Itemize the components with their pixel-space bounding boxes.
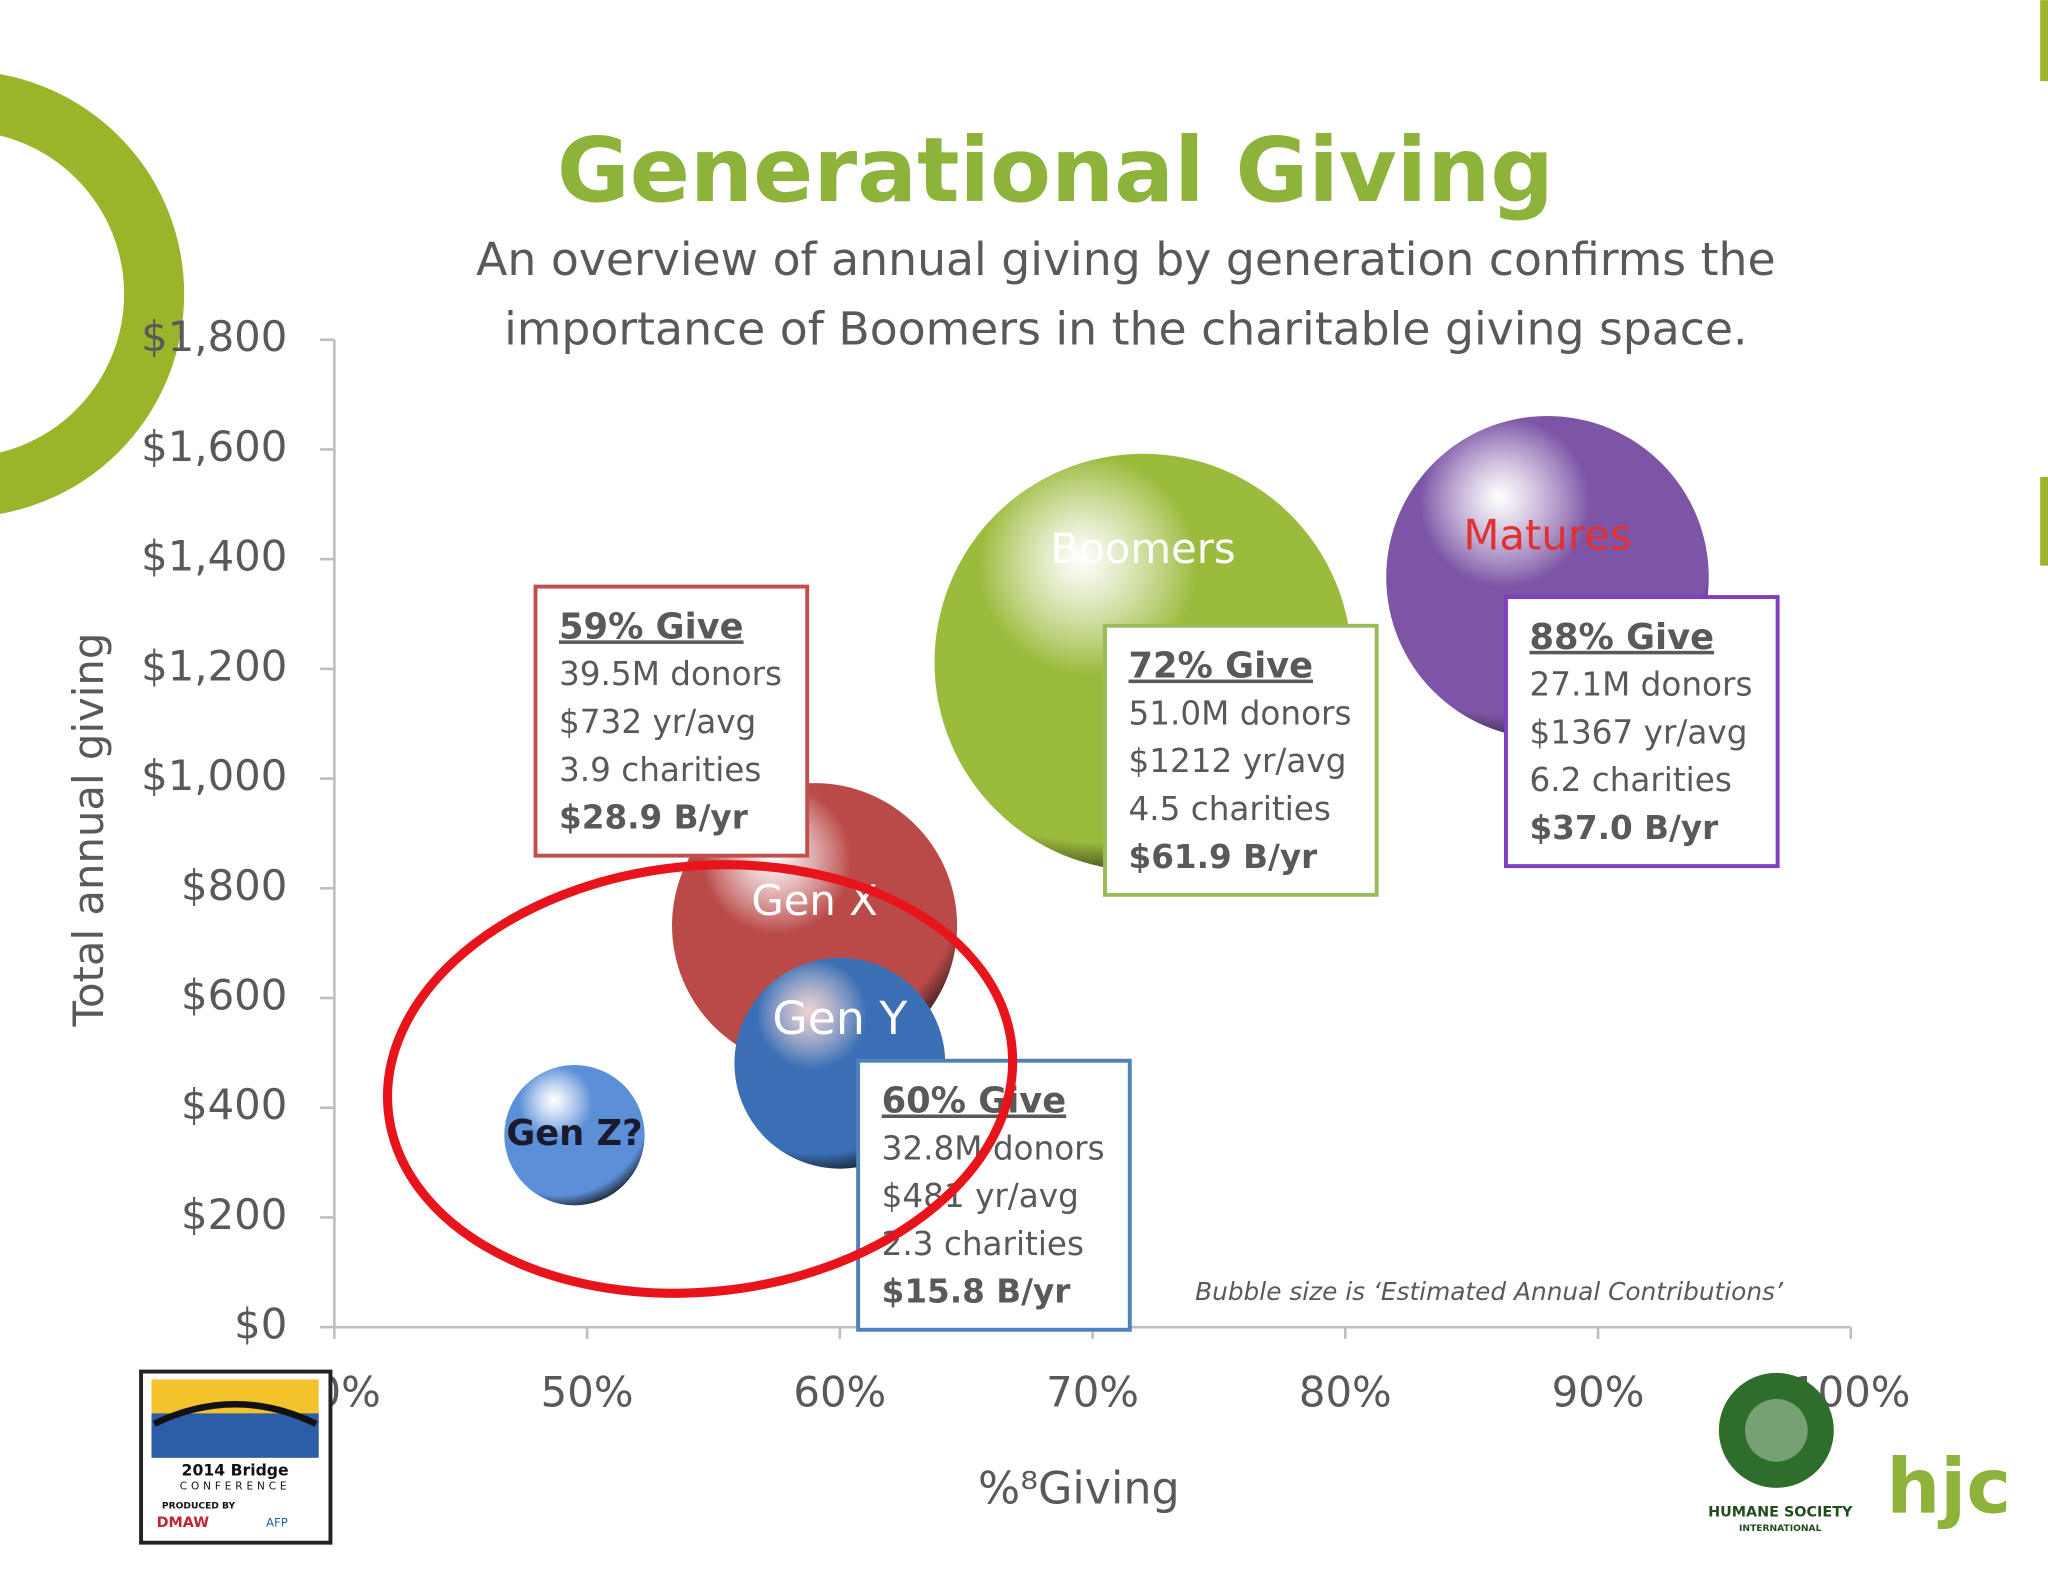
x-tick-label: 70% (1046, 1368, 1139, 1417)
y-tick-label: $200 (181, 1190, 287, 1239)
decor-bar (2040, 0, 2048, 82)
bubble-label: Matures (1463, 511, 1631, 560)
logo-bridge (152, 1400, 318, 1427)
logo-water (151, 1413, 319, 1458)
y-tick-label: $1,600 (141, 422, 287, 471)
bubble-label: Gen Y (772, 992, 907, 1045)
y-axis-label: Total annual giving (64, 633, 113, 1028)
callout-line: 39.5M donors (559, 655, 782, 693)
logo-text: PRODUCED BY (162, 1502, 236, 1512)
logo-text: HUMANE SOCIETY (1708, 1505, 1853, 1521)
bridge-logo: 2014 Bridge CONFERENCE PRODUCED BY DMAW … (139, 1369, 333, 1545)
x-tick-label: 50% (541, 1368, 634, 1417)
callout-line: 4.5 charities (1128, 790, 1330, 828)
y-tick-label: $1,200 (141, 641, 287, 690)
x-axis-label: %⁸Giving (978, 1464, 1180, 1515)
callout-line: $61.9 B/yr (1128, 838, 1317, 876)
logo-text: INTERNATIONAL (1739, 1524, 1822, 1534)
callout-line: 51.0M donors (1128, 694, 1351, 732)
x-tick-label: 60% (793, 1368, 886, 1417)
callout-line: $1212 yr/avg (1128, 742, 1346, 780)
hjc-logo: hjc (1886, 1443, 2011, 1531)
size-note: Bubble size is ‘Estimated Annual Contrib… (1195, 1277, 1784, 1306)
highlight-ellipse (382, 860, 1018, 1298)
plot: $0 $200 $400 $600 $800 $1,000 $1,200 $1,400 $1,6… (141, 312, 1910, 1416)
subtitle: An overview of annual giving by generati… (476, 233, 1775, 286)
callout-box (533, 584, 810, 858)
decor-arc (0, 74, 185, 514)
logo-text: DMAW (157, 1515, 210, 1531)
callout-line: $37.0 B/yr (1529, 809, 1718, 847)
callout-line: 2.3 charities (882, 1225, 1084, 1263)
callout-line: $1367 yr/avg (1529, 713, 1747, 751)
y-tick-label: $1,800 (141, 312, 287, 361)
hsi-logo: HUMANE SOCIETY INTERNATIONAL (1708, 1372, 1853, 1534)
logo-text: AFP (266, 1516, 288, 1530)
callout-line: $481 yr/avg (882, 1177, 1079, 1215)
logo-globe-detail (1744, 1399, 1808, 1462)
subtitle: importance of Boomers in the charitable … (504, 302, 1747, 355)
bubble (504, 1065, 645, 1206)
y-tick-label: $400 (181, 1080, 287, 1129)
decor-bar (2040, 476, 2048, 566)
callout-line: 60% Give (882, 1081, 1067, 1122)
chart-title: Generational Giving (557, 119, 1554, 222)
callout-line: 72% Give (1128, 646, 1313, 687)
overlay: 2014 Bridge CONFERENCE PRODUCED BY DMAW … (139, 860, 2011, 1545)
callout-line: 3.9 charities (559, 751, 761, 789)
callout-box (1103, 623, 1379, 897)
bubble-label: Gen Z? (506, 1113, 642, 1154)
callout-line: 88% Give (1529, 617, 1714, 658)
callout-line: 6.2 charities (1529, 761, 1731, 799)
logo-text: 2014 Bridge (182, 1460, 289, 1479)
logo-text: CONFERENCE (180, 1481, 291, 1493)
y-tick-label: $800 (181, 861, 287, 910)
y-tick-label: $1,000 (141, 751, 287, 800)
callout-box (1503, 595, 1780, 869)
logo-globe (1718, 1372, 1834, 1488)
x-tick-label: 80% (1299, 1368, 1392, 1417)
callout-line: 27.1M donors (1529, 666, 1752, 704)
callout-line: $28.9 B/yr (559, 799, 748, 837)
callout-line: $15.8 B/yr (882, 1273, 1071, 1311)
y-tick-label: $1,400 (141, 532, 287, 581)
callout-line: $732 yr/avg (559, 703, 756, 741)
y-tick-label: $0 (234, 1300, 287, 1349)
y-tick-label: $600 (181, 971, 287, 1020)
bubble-label: Boomers (1051, 524, 1236, 573)
callout-line: 59% Give (559, 606, 744, 647)
x-tick-label: 90% (1552, 1368, 1645, 1417)
callout-box (856, 1058, 1132, 1332)
